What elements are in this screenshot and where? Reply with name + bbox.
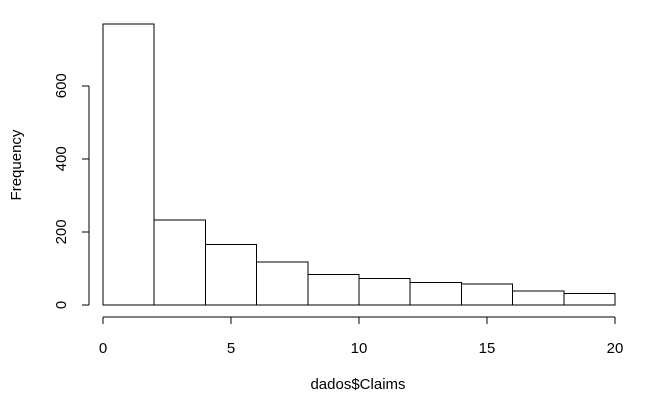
x-tick-label-3: 15 [479, 340, 496, 357]
y-tick-label-3: 600 [53, 73, 70, 98]
x-tick-label-1: 5 [227, 340, 235, 357]
histogram-bar-2 [204, 244, 258, 306]
y-tick-label-0: 0 [53, 301, 70, 309]
x-axis-label: dados$Claims [310, 376, 405, 393]
histogram-bar-3 [256, 261, 309, 306]
y-tick-label-1: 200 [53, 219, 70, 244]
histogram-bar-8 [512, 290, 565, 306]
histogram-bars [102, 23, 616, 306]
x-tick-label-2: 10 [351, 340, 368, 357]
histogram-bar-9 [563, 293, 616, 306]
y-axis-label: Frequency [8, 129, 25, 200]
x-tick-label-4: 20 [607, 340, 624, 357]
histogram-bar-5 [358, 277, 411, 306]
x-tick-label-0: 0 [99, 340, 107, 357]
histogram-bar-7 [460, 283, 514, 306]
histogram-bar-0 [102, 23, 155, 306]
x-axis: 0 5 10 15 20 [99, 316, 624, 357]
histogram-bar-4 [307, 273, 360, 306]
histogram-bar-6 [409, 281, 462, 306]
y-tick-label-2: 400 [53, 146, 70, 171]
histogram-bar-1 [153, 219, 206, 306]
y-axis: 0 200 400 600 [53, 73, 90, 309]
